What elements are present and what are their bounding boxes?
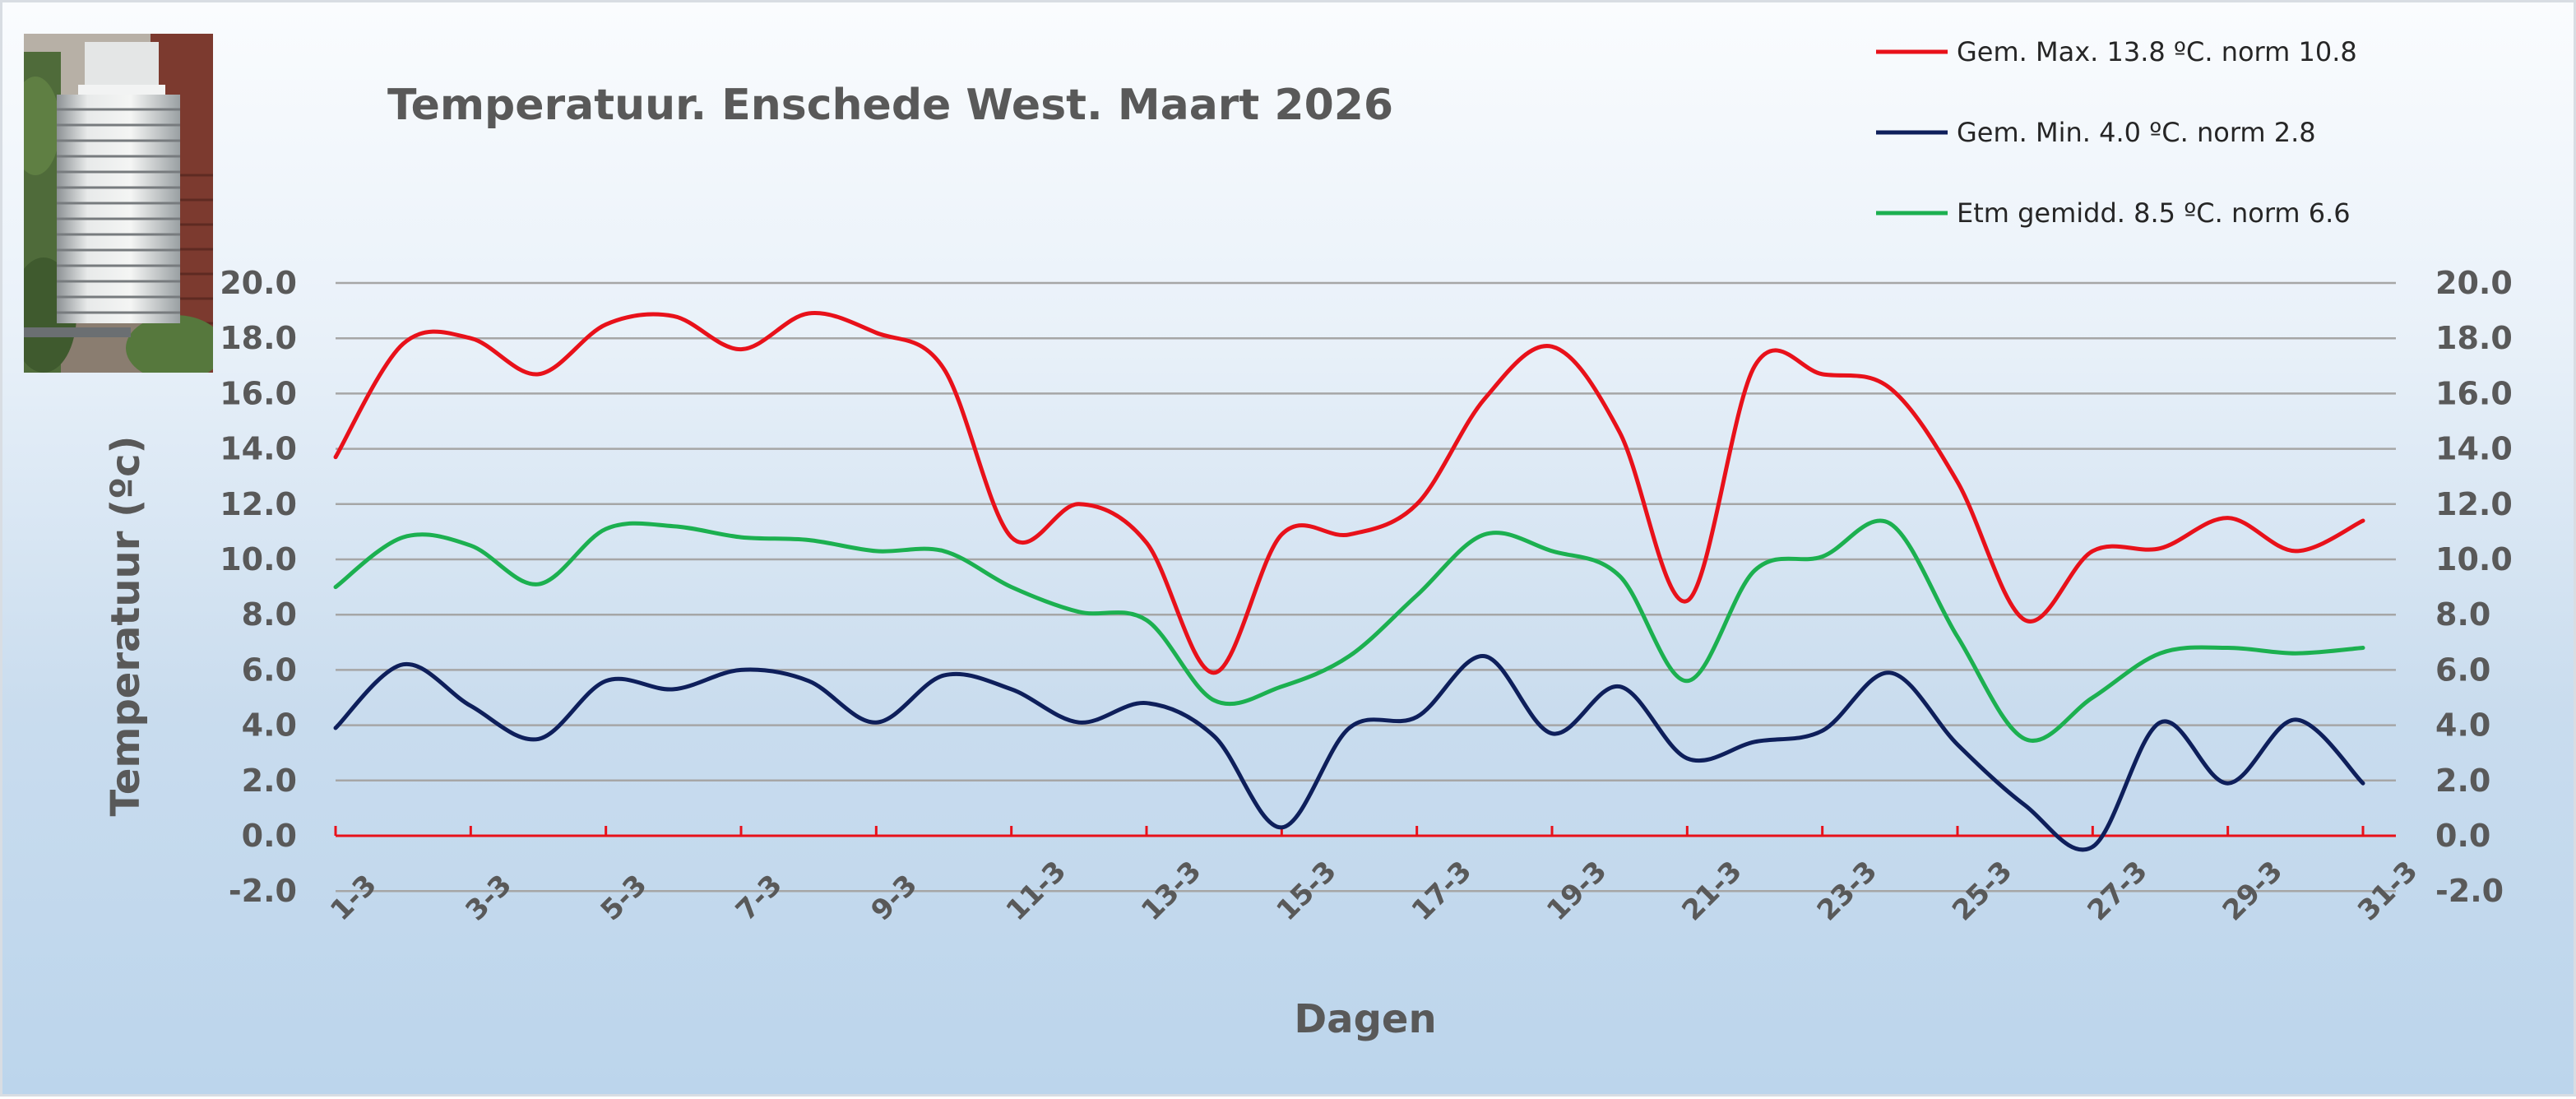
y-tick-label-right: 20.0 <box>2435 265 2513 301</box>
x-tick-label: 1-3 <box>324 869 383 928</box>
y-tick-label-right: 18.0 <box>2435 320 2513 356</box>
y-axis-title: Temperatuur (ºc) <box>103 436 149 817</box>
y-tick-label-left: 4.0 <box>242 707 297 744</box>
y-tick-label-left: 16.0 <box>220 375 297 411</box>
y-tick-labels-left: -2.0 0.0 2.0 4.0 6.0 8.0 10.0 12.0 14.0 16.0 18.0 2… <box>220 265 297 909</box>
y-tick-labels-right: -2.0 0.0 2.0 4.0 6.0 8.0 10.0 12.0 14.0 16.0 18.0 2… <box>2435 265 2513 909</box>
y-tick-label-right: 16.0 <box>2435 375 2513 411</box>
series-line-mean <box>333 518 2365 743</box>
zero-axis-line <box>334 826 2396 837</box>
y-tick-label-left: 0.0 <box>242 818 297 854</box>
legend-entry-mean: Etm gemidd. 8.5 ºC. norm 6.6 <box>1876 197 2351 229</box>
legend-label: Gem. Min. 4.0 ºC. norm 2.8 <box>1957 117 2316 148</box>
y-tick-label-left: 6.0 <box>242 652 297 688</box>
y-tick-label-left: 8.0 <box>242 596 297 633</box>
y-tick-label-right: -2.0 <box>2435 873 2504 909</box>
y-tick-label-right: 4.0 <box>2435 707 2490 744</box>
weather-station-photo <box>24 34 213 373</box>
y-tick-label-right: 6.0 <box>2435 652 2490 688</box>
y-tick-label-left: 14.0 <box>220 431 297 467</box>
y-tick-label-right: 10.0 <box>2435 541 2513 577</box>
x-tick-label: 5-3 <box>595 869 654 928</box>
y-tick-label-right: 0.0 <box>2435 818 2490 854</box>
y-tick-label-right: 2.0 <box>2435 763 2490 799</box>
y-tick-label-left: 10.0 <box>220 541 297 577</box>
y-tick-label-left: 18.0 <box>220 320 297 356</box>
y-tick-label-right: 8.0 <box>2435 596 2490 633</box>
y-tick-label-right: 14.0 <box>2435 431 2513 467</box>
chart-title: Temperatuur. Enschede West. Maart 2026 <box>387 81 1393 130</box>
grid-lines <box>336 281 2396 893</box>
y-tick-label-left: 20.0 <box>220 265 297 301</box>
series-line-min <box>333 654 2365 852</box>
legend-entry-min: Gem. Min. 4.0 ºC. norm 2.8 <box>1876 117 2316 148</box>
series-line-max <box>333 311 2365 675</box>
series-lines <box>333 311 2365 852</box>
y-tick-label-left: -2.0 <box>229 873 297 909</box>
x-tick-label: 9-3 <box>864 869 924 928</box>
x-axis-title: Dagen <box>1294 996 1436 1042</box>
legend-label: Gem. Max. 13.8 ºC. norm 10.8 <box>1957 36 2357 67</box>
x-tick-label: 7-3 <box>730 869 789 928</box>
y-tick-label-right: 12.0 <box>2435 486 2513 522</box>
legend-label: Etm gemidd. 8.5 ºC. norm 6.6 <box>1957 197 2351 229</box>
y-tick-label-left: 2.0 <box>242 763 297 799</box>
x-tick-label: 3-3 <box>459 869 518 928</box>
legend-entry-max: Gem. Max. 13.8 ºC. norm 10.8 <box>1876 36 2357 67</box>
y-tick-label-left: 12.0 <box>220 486 297 522</box>
legend: Gem. Max. 13.8 ºC. norm 10.8 Gem. Min. 4.… <box>1876 36 2357 229</box>
